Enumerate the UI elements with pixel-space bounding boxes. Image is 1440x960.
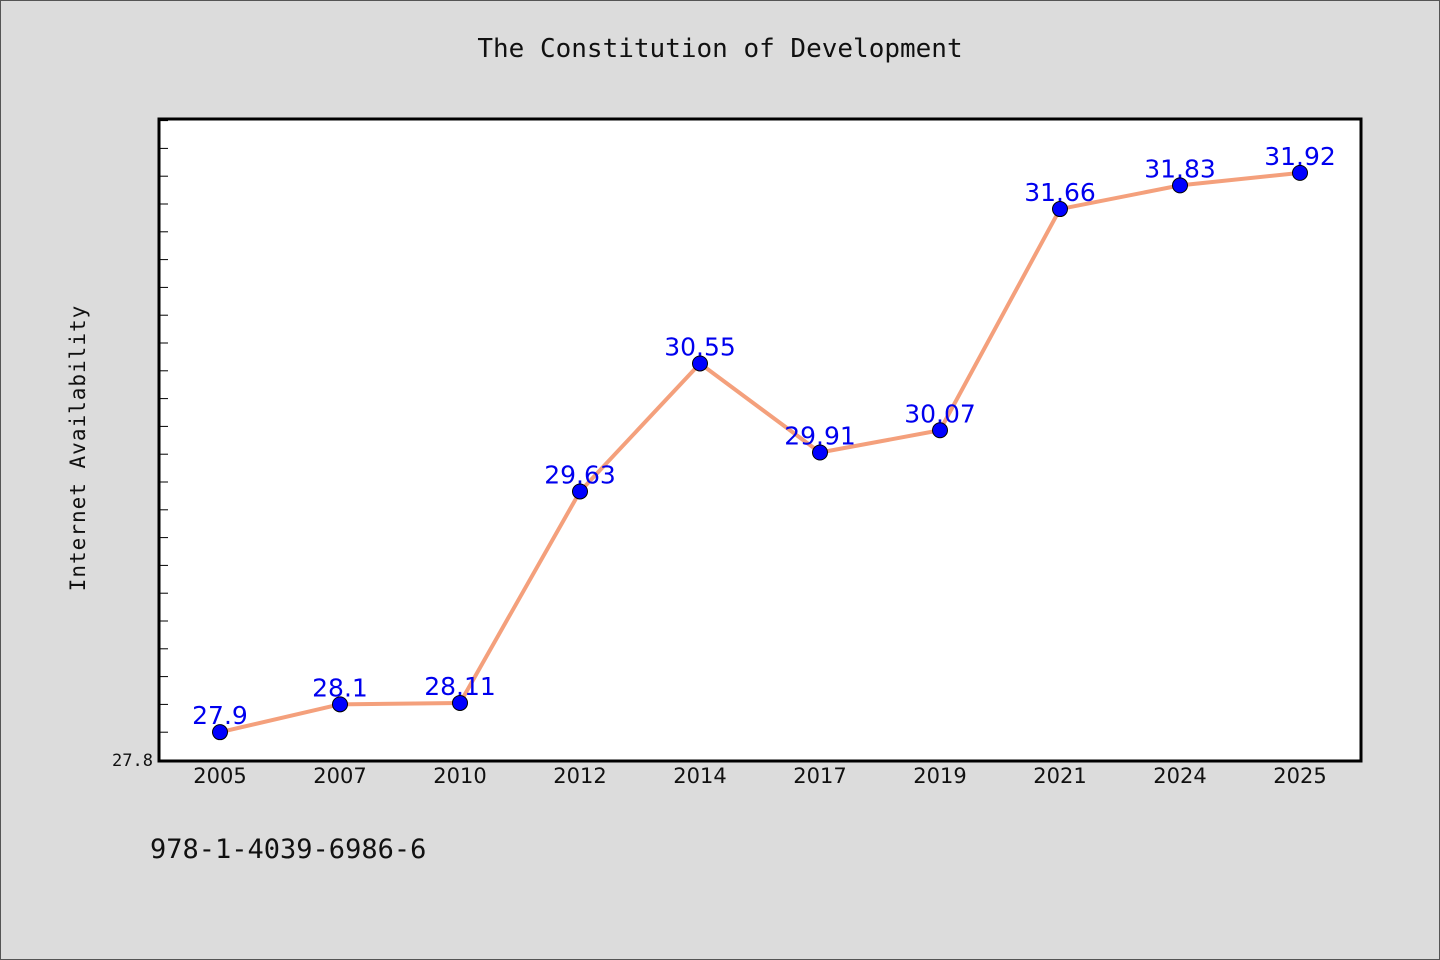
data-label: 30.55 bbox=[664, 332, 736, 361]
x-tick-label: 2021 bbox=[1033, 764, 1086, 788]
x-tick-label: 2014 bbox=[673, 764, 726, 788]
data-point bbox=[1172, 177, 1188, 194]
x-tick-label: 2019 bbox=[913, 764, 966, 788]
data-point bbox=[572, 483, 588, 500]
data-point bbox=[452, 694, 468, 711]
data-point bbox=[332, 696, 348, 713]
y-minor-ticks bbox=[160, 120, 168, 761]
series-line bbox=[218, 170, 1302, 735]
x-tick-label: 2005 bbox=[193, 764, 246, 788]
data-label: 31.92 bbox=[1264, 142, 1336, 171]
x-tick-labels: 2005 2007 2010 2012 2014 2017 2019 2021 2024 2025 bbox=[193, 764, 1326, 788]
data-point bbox=[1052, 201, 1068, 218]
data-point bbox=[692, 355, 708, 372]
data-label: 31.66 bbox=[1024, 178, 1096, 207]
isbn-text: 978-1-4039-6986-6 bbox=[150, 834, 427, 865]
data-point bbox=[1292, 164, 1308, 181]
data-label: 30.07 bbox=[904, 399, 976, 428]
x-tick-label: 2017 bbox=[793, 764, 846, 788]
y-tick-label: 27.8 bbox=[112, 751, 153, 771]
x-tick-label: 2025 bbox=[1273, 764, 1326, 788]
series-layer: 27.9 28.1 28.11 29.63 30.55 29.91 30.07 31.66 31… bbox=[192, 142, 1336, 741]
data-point bbox=[812, 444, 828, 461]
x-tick-label: 2010 bbox=[433, 764, 486, 788]
x-tick-label: 2007 bbox=[313, 764, 366, 788]
data-label: 27.9 bbox=[192, 701, 248, 730]
y-tick-labels: 27.8 bbox=[112, 751, 153, 771]
plot-area bbox=[157, 117, 1363, 763]
data-label: 31.83 bbox=[1144, 154, 1216, 183]
data-label: 28.1 bbox=[312, 673, 368, 702]
x-tick-label: 2024 bbox=[1153, 764, 1206, 788]
data-label: 29.63 bbox=[544, 460, 616, 489]
data-point bbox=[932, 422, 948, 439]
x-tick-label: 2012 bbox=[553, 764, 606, 788]
data-label: 29.91 bbox=[784, 422, 856, 451]
data-point bbox=[212, 724, 228, 741]
data-label: 28.11 bbox=[424, 672, 496, 701]
chart-title: The Constitution of Development bbox=[477, 34, 963, 64]
